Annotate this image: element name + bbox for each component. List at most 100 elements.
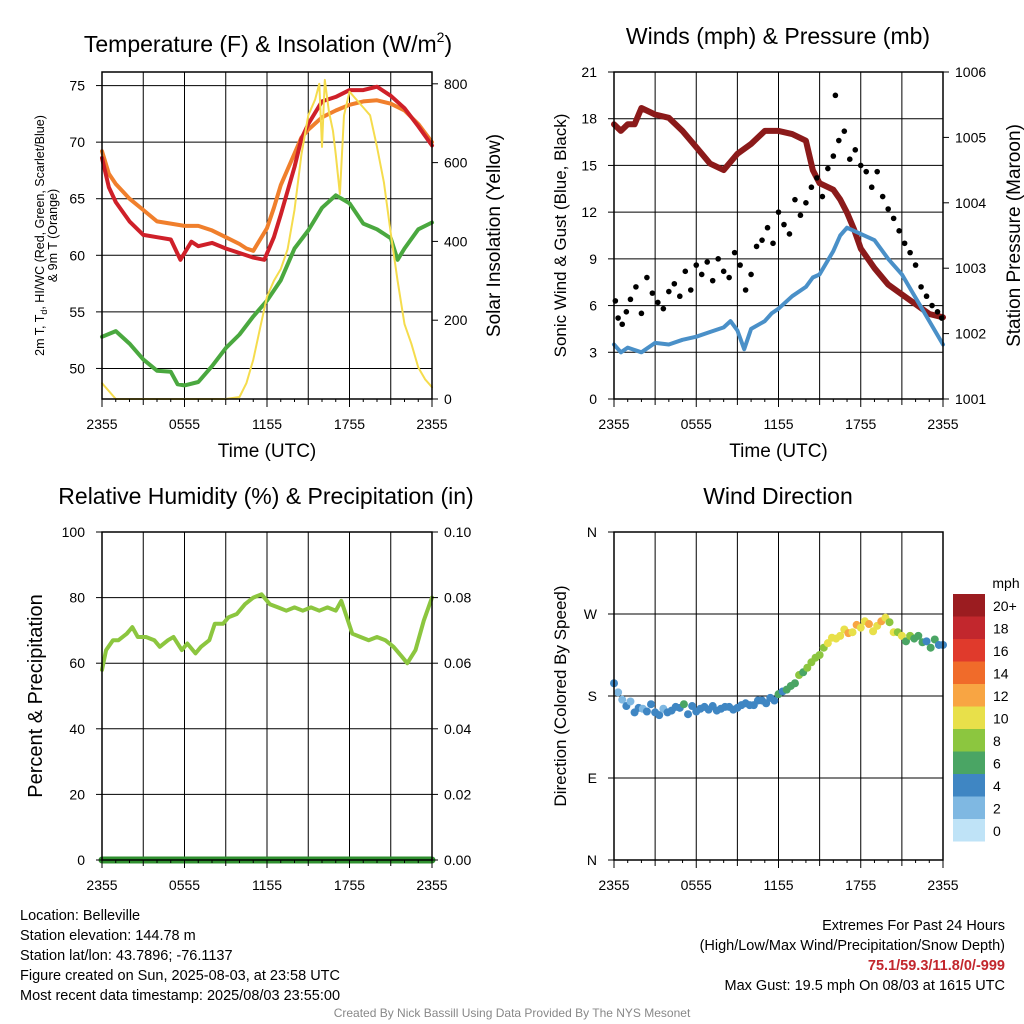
y2-tick-label: 1005 — [955, 129, 986, 145]
y2-tick-label: 0.10 — [444, 524, 471, 540]
y-axis-label: Direction (Colored By Speed) — [551, 585, 570, 806]
direction-point — [864, 620, 873, 629]
gust-point — [830, 153, 837, 159]
colorbar-swatch — [953, 616, 985, 639]
location-text: Location: Belleville — [20, 908, 141, 924]
direction-point — [930, 635, 939, 644]
gust-point — [627, 296, 634, 303]
x-tick-label: 1155 — [252, 416, 282, 432]
station-info: Location: Belleville Station elevation: … — [20, 906, 340, 1006]
y-tick-label: 65 — [69, 191, 85, 207]
gust-point — [655, 299, 661, 306]
colorbar-label: 4 — [993, 778, 1001, 794]
panel-title: Relative Humidity (%) & Precipitation (i… — [58, 483, 473, 509]
gust-point — [792, 196, 798, 203]
y-tick-label: 9 — [589, 251, 597, 267]
x-tick-label: 0555 — [169, 416, 200, 432]
recent-data-text: Most recent data timestamp: 2025/08/03 2… — [20, 988, 341, 1004]
y-tick-label: 3 — [589, 344, 597, 360]
direction-point — [848, 628, 857, 637]
gust-point — [797, 212, 804, 219]
y-tick-label: 60 — [69, 247, 85, 263]
panel-title: Winds (mph) & Pressure (mb) — [626, 23, 930, 49]
y2-tick-label: 0.04 — [444, 721, 471, 737]
y-tick-label: 80 — [69, 590, 85, 606]
gust-point — [836, 137, 842, 144]
colorbar-label: 18 — [993, 621, 1009, 637]
colorbar-swatch — [953, 819, 985, 842]
y2-axis-label: Station Pressure (Maroon) — [1004, 124, 1024, 347]
gust-point — [644, 274, 650, 281]
x-tick-label: 0555 — [681, 877, 712, 893]
extremes-values: 75.1/59.3/11.8/0/-999 — [867, 958, 1005, 974]
y2-tick-label: 1003 — [955, 260, 986, 276]
y-tick-label: 0 — [589, 391, 597, 407]
series-line — [100, 592, 434, 672]
gust-point — [885, 206, 891, 212]
y2-tick-label: 0.02 — [444, 786, 471, 802]
direction-point — [823, 639, 832, 648]
direction-point — [815, 651, 824, 659]
y-tick-label: 100 — [62, 524, 86, 540]
y-tick-label: 75 — [69, 78, 85, 94]
gust-point — [737, 262, 743, 268]
gust-point — [863, 168, 870, 175]
colorbar-title: mph — [992, 575, 1019, 591]
x-tick-label: 2355 — [927, 416, 958, 432]
gust-point — [615, 315, 621, 321]
x-tick-label: 0555 — [681, 416, 712, 432]
created-text: Figure created on Sun, 2025-08-03, at 23… — [20, 968, 340, 984]
gust-point — [748, 271, 754, 278]
gust-point — [660, 305, 667, 312]
y-axis-label-line2: & 9m T (Orange) — [46, 189, 60, 282]
direction-point — [770, 696, 779, 705]
extremes-title: Extremes For Past 24 Hours — [822, 918, 1005, 934]
x-tick-label: 1755 — [334, 877, 365, 893]
colorbar-label: 20+ — [993, 598, 1017, 614]
gust-point — [814, 175, 820, 181]
gust-point — [857, 162, 864, 169]
direction-point — [614, 688, 623, 697]
x-tick-label: 2355 — [927, 877, 958, 893]
colorbar-label: 10 — [993, 711, 1009, 727]
gust-point — [874, 168, 880, 175]
gust-point — [770, 240, 776, 247]
direction-point — [856, 623, 865, 632]
y-tick-label: 40 — [69, 721, 85, 737]
gust-point — [687, 287, 694, 293]
gust-point — [693, 262, 700, 268]
y2-tick-label: 1004 — [955, 195, 986, 211]
x-tick-label: 1155 — [763, 416, 793, 432]
gust-point — [623, 309, 630, 315]
x-tick-label: 2355 — [416, 416, 447, 432]
series-line — [611, 105, 946, 321]
colorbar-swatch — [953, 796, 985, 819]
gust-point — [671, 280, 678, 287]
colorbar-label: 12 — [993, 688, 1009, 704]
gust-point — [929, 302, 935, 309]
direction-point — [869, 627, 878, 636]
colorbar-swatch — [953, 706, 985, 729]
y2-tick-label: 1002 — [955, 326, 986, 342]
gust-point — [846, 156, 853, 162]
colorbar-swatch — [953, 661, 985, 684]
gust-point — [709, 277, 716, 284]
gust-point — [764, 224, 771, 231]
direction-point — [790, 679, 799, 688]
y-tick-label: 6 — [589, 298, 597, 314]
direction-point — [897, 631, 906, 640]
y-tick-label: 60 — [69, 655, 85, 671]
y-tick-label: E — [588, 770, 597, 786]
gust-point — [923, 293, 930, 300]
y2-tick-label: 1001 — [955, 391, 986, 407]
gust-point — [649, 290, 656, 296]
direction-point — [901, 637, 910, 646]
gust-point — [918, 284, 924, 290]
x-tick-label: 2355 — [598, 416, 629, 432]
extremes-info: Extremes For Past 24 Hours (High/Low/Max… — [700, 916, 1005, 996]
x-tick-label: 1755 — [845, 877, 876, 893]
y-tick-label: 70 — [69, 134, 85, 150]
direction-point — [626, 697, 635, 706]
